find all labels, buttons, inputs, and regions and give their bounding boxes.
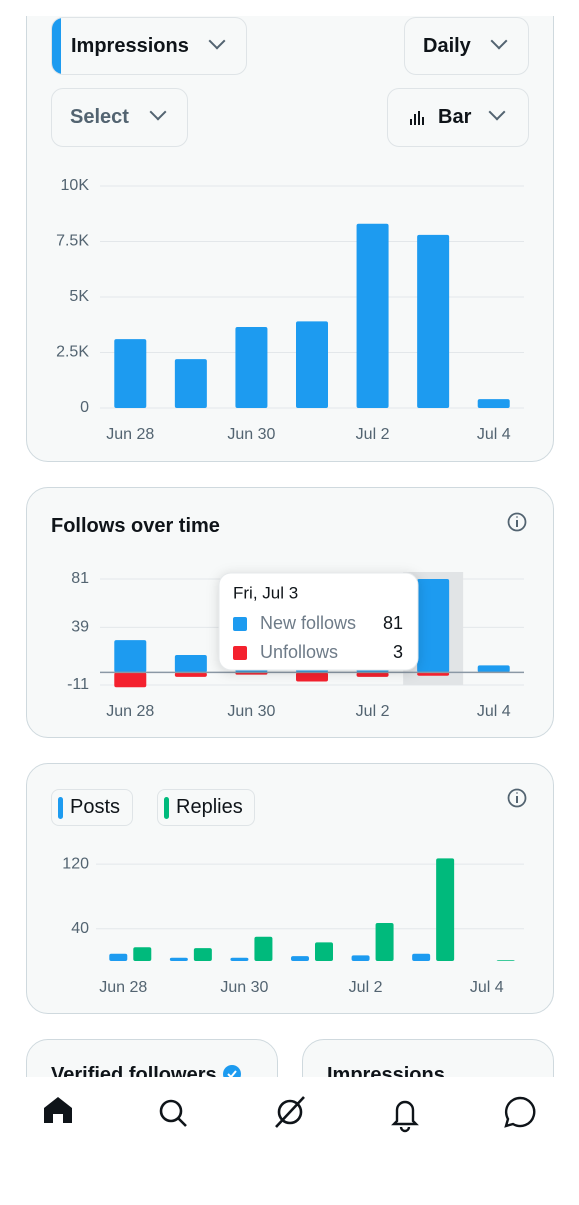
tooltip-value: 3	[393, 642, 403, 662]
x-tick-label: Jul 4	[470, 979, 504, 996]
bar	[174, 655, 207, 673]
messages-icon[interactable]	[504, 1096, 536, 1128]
bar	[235, 326, 268, 408]
y-tick-label: 2.5K	[56, 344, 89, 361]
bar	[133, 947, 152, 961]
x-tick-label: Jul 2	[349, 979, 383, 996]
tooltip-series-name: Unfollows	[260, 642, 338, 662]
bar	[109, 953, 128, 961]
bar	[436, 858, 455, 961]
bar	[193, 948, 212, 961]
y-tick-label: 7.5K	[56, 233, 89, 250]
x-tick-label: Jun 28	[106, 703, 154, 720]
bar	[375, 923, 394, 961]
bar	[174, 359, 207, 408]
header-edge	[0, 0, 579, 16]
metric-dropdown[interactable]: Impressions	[51, 17, 247, 75]
y-tick-label: 40	[71, 920, 89, 937]
tooltip-value: 81	[383, 613, 403, 633]
legend-chip[interactable]: Replies	[157, 789, 255, 826]
x-tick-label: Jul 4	[477, 426, 511, 443]
y-tick-label: 39	[71, 619, 89, 636]
info-icon[interactable]	[507, 512, 527, 532]
legend-swatch	[164, 797, 169, 819]
tooltip-swatch	[233, 617, 247, 631]
legend-swatch	[58, 797, 63, 819]
bar	[477, 665, 510, 673]
bar	[230, 957, 249, 961]
chart-style-label: Bar	[438, 106, 472, 128]
x-tick-label: Jul 2	[356, 703, 390, 720]
chart-style-dropdown[interactable]: Bar	[387, 88, 529, 147]
notifications-icon[interactable]	[391, 1100, 419, 1133]
select-label: Select	[70, 106, 129, 128]
x-tick-label: Jul 4	[477, 703, 511, 720]
home-icon[interactable]	[44, 1097, 72, 1123]
search-icon[interactable]	[159, 1099, 187, 1127]
y-tick-label: 5K	[69, 288, 89, 305]
metric-label: Impressions	[71, 34, 189, 57]
y-tick-label: 0	[80, 399, 89, 416]
bar	[417, 234, 450, 408]
chart-title: Follows over time	[51, 515, 220, 537]
y-tick-label: 10K	[61, 177, 90, 194]
info-icon[interactable]	[507, 788, 527, 808]
bar	[351, 955, 370, 961]
x-tick-label: Jun 28	[99, 979, 147, 996]
bar	[169, 957, 188, 961]
bar	[412, 953, 431, 961]
bar	[296, 672, 328, 682]
tooltip-swatch	[233, 646, 247, 660]
legend-chip[interactable]: Posts	[51, 789, 133, 826]
bar	[356, 223, 389, 408]
x-tick-label: Jul 2	[356, 426, 390, 443]
x-tick-label: Jun 30	[227, 703, 275, 720]
bar	[254, 936, 273, 961]
select-dropdown[interactable]: Select	[51, 88, 188, 147]
bar	[296, 321, 328, 408]
bar	[174, 672, 207, 677]
charts: 0 2.5K 5K 7.5K 10K Jun 28 Jun 30 Jul 2 Jul 4 -11 3…	[56, 177, 527, 996]
nav-icons	[44, 1096, 536, 1133]
bar	[114, 640, 147, 673]
x-tick-label: Jun 30	[220, 979, 268, 996]
tooltip: Fri, Jul 3 New follows 81 Unfollows 3	[218, 572, 419, 671]
bar	[417, 672, 450, 676]
period-dropdown[interactable]: Daily	[404, 17, 529, 75]
y-tick-label: 120	[62, 855, 89, 872]
legend-label: Replies	[176, 796, 243, 818]
bar	[496, 960, 515, 961]
bar	[114, 339, 147, 408]
tooltip-box	[218, 572, 419, 671]
y-tick-label: -11	[67, 676, 89, 693]
bar-icon	[410, 110, 424, 125]
x-tick-label: Jun 30	[227, 426, 275, 443]
bar	[477, 399, 510, 408]
bar	[291, 956, 309, 961]
bar	[315, 942, 333, 961]
x-tick-label: Jun 28	[106, 426, 154, 443]
y-tick-label: 81	[71, 570, 89, 587]
grok-icon[interactable]	[275, 1096, 305, 1128]
bar	[114, 672, 147, 688]
bar	[417, 579, 450, 673]
legend-label: Posts	[70, 796, 121, 818]
tooltip-title: Fri, Jul 3	[233, 583, 298, 602]
bar	[356, 672, 389, 677]
bottom-nav	[0, 1077, 579, 1200]
period-label: Daily	[423, 34, 471, 57]
tooltip-series-name: New follows	[260, 613, 356, 633]
impressions-card	[26, 0, 554, 462]
